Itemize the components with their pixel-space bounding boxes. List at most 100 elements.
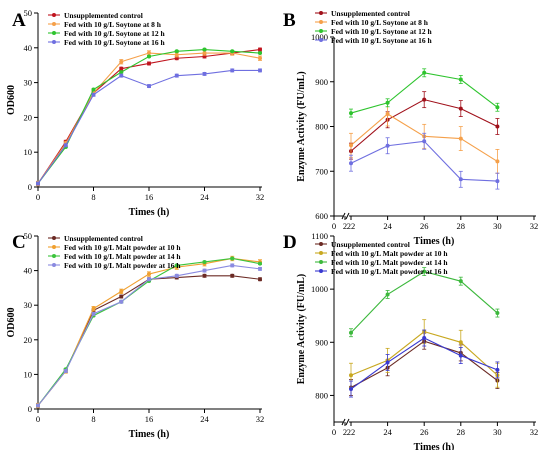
series-3 <box>349 68 500 118</box>
x-tick-label: 22 <box>347 427 356 437</box>
legend-swatch-marker <box>52 22 56 26</box>
x-tick-label: 0 <box>36 414 40 424</box>
y-tick-label: 1000 <box>311 32 328 42</box>
legend-label: Fed with 10 g/L Malt powder at 16 h <box>331 267 448 276</box>
data-point <box>458 279 463 284</box>
legend-swatch-marker <box>319 20 323 24</box>
data-point <box>174 49 179 54</box>
x-tick-label: 32 <box>530 427 539 437</box>
data-point <box>495 159 500 164</box>
y-axis-title: OD600 <box>6 85 17 115</box>
y-tick-label: 40 <box>24 266 33 276</box>
data-point <box>495 367 500 372</box>
data-point <box>458 177 463 182</box>
data-point <box>119 299 124 304</box>
data-point <box>422 139 427 144</box>
data-point <box>385 100 390 105</box>
data-point <box>258 68 262 73</box>
data-point <box>258 277 262 282</box>
chart-panel-c: C 0 10 20 30 40 50 0 8 16 24 32 Times (h) OD600 Unsupp… <box>6 231 264 440</box>
axis-break-mark <box>341 212 346 220</box>
x-tick-label: 2 <box>343 427 347 437</box>
legend-swatch-marker <box>319 242 323 246</box>
y-tick-label: 900 <box>315 77 328 87</box>
data-point <box>174 52 179 57</box>
data-point <box>495 311 500 316</box>
data-point <box>91 92 96 97</box>
legend-label: Fed with 10 g/L Soytone at 16 h <box>64 38 165 47</box>
legend-swatch-marker <box>319 11 323 15</box>
legend-label: Fed with 10 g/L Malt powder at 14 h <box>64 252 181 261</box>
y-tick-label: 10 <box>24 147 33 157</box>
panel-letter: A <box>12 10 26 31</box>
legend-swatch-marker <box>319 38 323 42</box>
data-point <box>91 306 96 311</box>
legend-label: Fed with 10 g/L Soytone at 12 h <box>331 27 432 36</box>
series-1 <box>349 91 500 160</box>
series-3 <box>349 267 500 338</box>
y-tick-label: 0 <box>28 182 32 192</box>
data-point <box>230 68 235 73</box>
data-point <box>458 77 463 82</box>
x-axis-title: Times (h) <box>414 236 455 247</box>
series-line <box>37 48 261 184</box>
data-point <box>174 273 179 278</box>
legend-swatch-marker <box>319 269 323 273</box>
x-tick-label: 24 <box>383 221 392 231</box>
data-point <box>458 353 463 358</box>
data-point <box>36 403 40 408</box>
data-point <box>495 179 500 184</box>
x-tick-label: 0 <box>36 192 40 202</box>
panel-letter: D <box>283 232 297 253</box>
x-tick-label: 26 <box>420 427 429 437</box>
x-tick-label: 30 <box>493 427 502 437</box>
chart-panel-a: A 0 10 20 30 40 50 0 8 16 24 32 Times (h) OD600 Unsupp… <box>6 8 264 218</box>
y-tick-label: 600 <box>315 211 328 221</box>
data-point <box>349 330 353 335</box>
y-tick-label: 40 <box>24 43 33 53</box>
legend-label: Fed with 10 g/L Soytone at 8 h <box>64 20 162 29</box>
y-tick-label: 20 <box>24 335 33 345</box>
legend-swatch-marker <box>52 13 56 17</box>
axis-break-mark <box>341 418 346 426</box>
legend-swatch-marker <box>52 40 56 44</box>
y-tick-label: 800 <box>315 122 328 132</box>
panel-letter: C <box>12 232 26 253</box>
data-point <box>174 263 179 268</box>
data-point <box>349 143 353 148</box>
data-point <box>349 161 353 166</box>
data-point <box>147 51 151 56</box>
data-point <box>202 259 207 264</box>
data-point <box>458 106 463 111</box>
y-axis-title: Enzyme Activity (FU/mL) <box>296 274 307 385</box>
y-axis-title: OD600 <box>6 308 17 338</box>
legend-swatch-marker <box>319 29 323 33</box>
series-3 <box>36 47 262 186</box>
y-tick-label: 700 <box>315 166 328 176</box>
series-4 <box>349 132 500 190</box>
legend-label: Fed with 10 g/L Soytone at 12 h <box>64 29 165 38</box>
data-point <box>349 387 353 392</box>
y-tick-label: 1000 <box>311 284 328 294</box>
legend: Unsupplemented control Fed with 10 g/L Ma… <box>48 234 181 270</box>
data-point <box>385 111 390 116</box>
legend-label: Unsupplemented control <box>64 234 143 243</box>
x-tick-label: 32 <box>530 221 539 231</box>
legend-swatch-marker <box>52 263 56 267</box>
data-point <box>63 368 68 373</box>
series-1 <box>36 47 262 186</box>
data-point <box>119 294 124 299</box>
data-point <box>258 261 262 266</box>
x-axis-title: Times (h) <box>414 442 455 450</box>
legend-label: Fed with 10 g/L Soytone at 16 h <box>331 36 432 45</box>
y-tick-label: 800 <box>315 390 328 400</box>
data-point <box>147 61 151 66</box>
x-tick-label: 8 <box>91 414 95 424</box>
legend-label: Fed with 10 g/L Malt powder at 10 h <box>331 249 448 258</box>
data-point <box>147 272 151 277</box>
